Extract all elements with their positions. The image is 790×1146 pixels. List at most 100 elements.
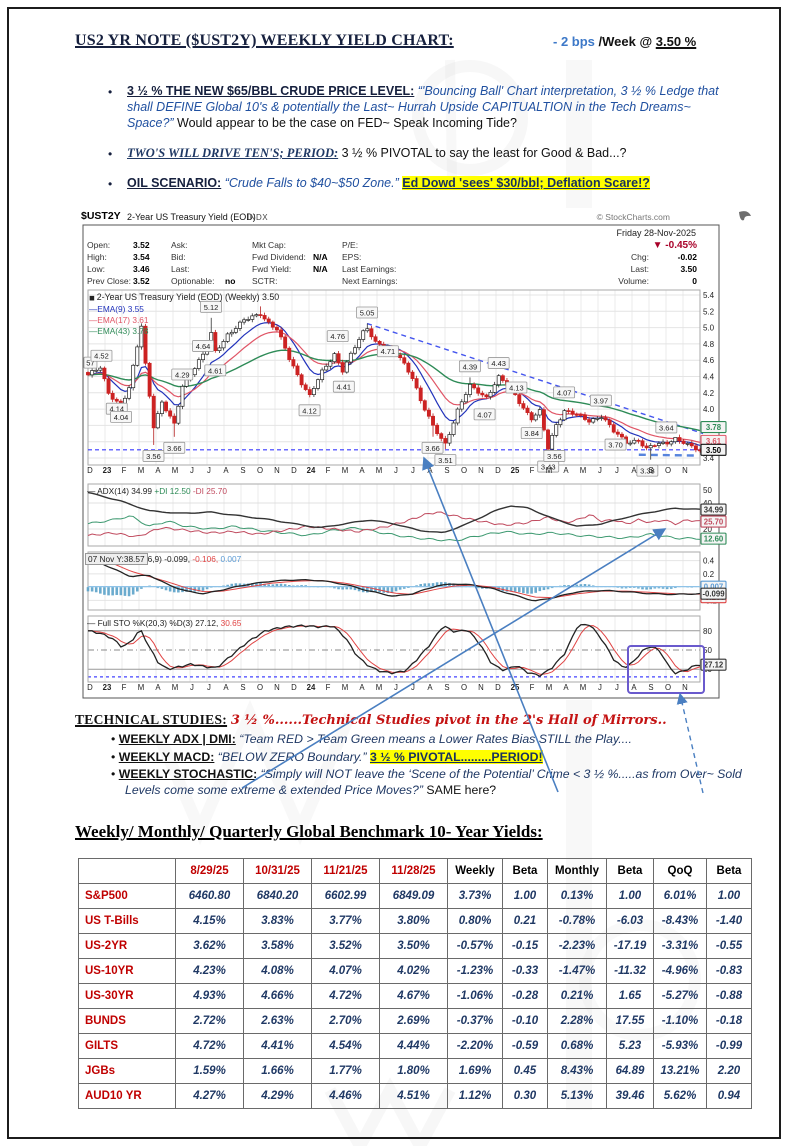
table-cell: 0.94: [706, 1083, 752, 1109]
svg-text:4.07: 4.07: [477, 410, 492, 419]
row-label: BUNDS: [78, 1008, 176, 1034]
quote-field: 3.46: [133, 264, 150, 274]
tech-bullet: • WEEKLY STOCHASTIC: “Simply will NOT le…: [75, 767, 745, 798]
svg-text:24: 24: [307, 683, 316, 692]
row-label: AUD10 YR: [78, 1083, 176, 1109]
svg-text:4.12: 4.12: [302, 406, 317, 415]
svg-text:O: O: [665, 683, 671, 692]
bullet-crude-tail: Would appear to be the case on FED~ Spea…: [173, 116, 517, 130]
svg-text:J: J: [598, 683, 602, 692]
table-cell: 4.29%: [243, 1083, 312, 1109]
quote-field: 3.52: [133, 276, 150, 286]
svg-text:57: 57: [86, 359, 94, 368]
sto-label: — Full STO %K(20,3) %D(3) 27.12, 30.65: [87, 618, 241, 628]
tech-bullet-tail: SAME here?: [423, 782, 497, 797]
table-cell: 1.69%: [447, 1058, 503, 1084]
tech-heading-script: 3 ½ %......Technical Studies pivot in th…: [230, 713, 667, 728]
adx-label: — ADX(14) 34.99 +DI 12.50 -DI 25.70: [87, 486, 227, 496]
ema9-legend: —EMA(9) 3.55: [89, 304, 144, 314]
svg-text:4.39: 4.39: [463, 362, 478, 371]
table-cell: 2.28%: [547, 1008, 607, 1034]
svg-text:A: A: [359, 466, 365, 475]
macd-signal-value: -0.106,: [192, 554, 221, 564]
table-cell: 4.15%: [175, 908, 244, 934]
svg-text:4.14: 4.14: [109, 405, 124, 414]
ema43-legend: —EMA(43) 3.78: [89, 326, 149, 336]
svg-text:D: D: [87, 683, 93, 692]
table-cell: 13.21%: [653, 1058, 707, 1084]
adx-value-label: — ADX(14) 34.99: [87, 486, 155, 496]
bullet-dot: •: [111, 749, 119, 764]
quote-field: Bid:: [171, 252, 186, 262]
svg-text:D: D: [495, 466, 501, 475]
table-cell: 0.30: [502, 1083, 548, 1109]
svg-text:3.56: 3.56: [547, 452, 562, 461]
svg-text:S: S: [240, 466, 245, 475]
bullet-dot: •: [108, 177, 113, 191]
svg-text:S: S: [444, 683, 449, 692]
macd-label: 07 Nov Y:38.57 6,9) -0.099, -0.106, 0.007: [85, 553, 242, 565]
table-cell: 5.23: [606, 1033, 654, 1059]
table-cell: 1.12%: [447, 1083, 503, 1109]
plus-di-label: +DI 12.50: [154, 486, 193, 496]
table-cell: 4.46%: [311, 1083, 380, 1109]
svg-text:24: 24: [307, 466, 316, 475]
table-cell: -0.10: [502, 1008, 548, 1034]
week-at-label: /Week @: [594, 34, 656, 49]
row-label: US-2YR: [78, 933, 176, 959]
table-row: JGBs 1.59% 1.66% 1.77% 1.80% 1.69% 0.45 8.43% 64…: [78, 1058, 752, 1084]
table-title: Weekly/ Monthly/ Quarterly Global Benchm…: [75, 822, 543, 841]
table-cell: 4.67%: [379, 983, 448, 1009]
svg-text:M: M: [342, 466, 349, 475]
svg-text:J: J: [190, 466, 194, 475]
candle-icon: ◼: [89, 295, 97, 302]
svg-text:23: 23: [103, 466, 112, 475]
table-row: BUNDS 2.72% 2.63% 2.70% 2.69% -0.37% -0.10 2.28…: [78, 1008, 752, 1034]
quote-field: N/A: [313, 264, 328, 274]
macd-hist-value: 0.007: [220, 554, 242, 564]
svg-text:N: N: [274, 466, 280, 475]
table-cell: -4.96%: [653, 958, 707, 984]
table-header: Beta: [706, 858, 752, 884]
chart-symbol: $UST2Y: [81, 210, 121, 222]
tech-bullet: • WEEKLY ADX | DMI: “Team RED > Team Gre…: [75, 732, 745, 748]
sto-d-value: 30.65: [220, 618, 242, 628]
sto-k-label: — Full STO %K(20,3) %D(3) 27.12,: [87, 618, 221, 628]
table-cell: -1.40: [706, 908, 752, 934]
quote-field: Last:: [171, 264, 190, 274]
bullet-oil-head: OIL SCENARIO:: [127, 176, 222, 190]
svg-text:A: A: [155, 683, 161, 692]
svg-text:25: 25: [511, 683, 520, 692]
quote-field: Prev Close:: [87, 276, 131, 286]
table-cell: 2.20: [706, 1058, 752, 1084]
tech-bullet-head: WEEKLY ADX | DMI:: [118, 732, 236, 746]
bullet-crude: 3 ½ % THE NEW $65/BBL CRUDE PRICE LEVEL:…: [127, 83, 723, 131]
svg-text:25.70: 25.70: [704, 518, 724, 527]
svg-text:0.4: 0.4: [703, 557, 715, 566]
table-cell: -5.93%: [653, 1033, 707, 1059]
row-label: S&P500: [78, 883, 176, 909]
svg-text:80: 80: [703, 627, 712, 636]
svg-text:S: S: [648, 466, 653, 475]
table-header: Beta: [606, 858, 654, 884]
svg-text:4.2: 4.2: [703, 389, 715, 398]
svg-text:5.12: 5.12: [204, 303, 219, 312]
svg-text:3.50: 3.50: [706, 446, 722, 455]
table-cell: 4.54%: [311, 1033, 380, 1059]
svg-text:25: 25: [511, 466, 520, 475]
weekly-change: - 2 bps: [553, 34, 595, 49]
stockcharts-copyright: © StockCharts.com: [596, 212, 670, 222]
svg-text:5.4: 5.4: [703, 291, 715, 300]
svg-text:S: S: [648, 683, 653, 692]
bullet-oil: OIL SCENARIO: “Crude Falls to $40~$50 Zo…: [127, 175, 737, 191]
table-cell: -11.32: [606, 958, 654, 984]
rate-summary: - 2 bps /Week @ 3.50 %: [553, 34, 696, 49]
svg-text:N: N: [682, 466, 688, 475]
svg-text:4.07: 4.07: [557, 388, 572, 397]
table-cell: 1.65: [606, 983, 654, 1009]
ema17-legend: —EMA(17) 3.61: [89, 315, 149, 325]
table-cell: 2.72%: [175, 1008, 244, 1034]
svg-text:O: O: [665, 466, 671, 475]
table-row: US T-Bills 4.15% 3.83% 3.77% 3.80% 0.80% 0.21-…: [78, 908, 752, 934]
svg-text:F: F: [122, 466, 127, 475]
